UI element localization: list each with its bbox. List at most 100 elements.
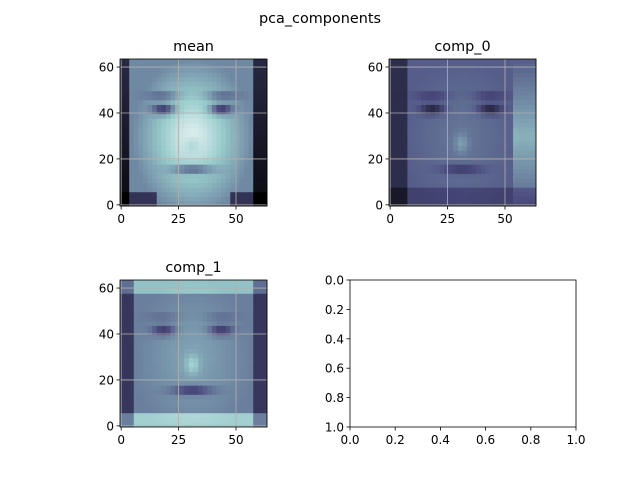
heatmap-cell <box>170 293 176 299</box>
heatmap-cell <box>531 169 537 175</box>
heatmap-cell <box>476 187 482 193</box>
heatmap-cell <box>244 289 250 295</box>
heatmap-cell <box>147 91 153 97</box>
heatmap-cell <box>221 394 227 400</box>
heatmap-cell <box>124 178 130 184</box>
heatmap-cell <box>120 344 125 350</box>
heatmap-cell <box>425 77 431 83</box>
heatmap-cell <box>257 298 263 304</box>
heatmap-cell <box>248 86 254 92</box>
heatmap-cell <box>239 114 245 120</box>
heatmap-cell <box>133 335 139 341</box>
heatmap-cell <box>262 339 268 345</box>
heatmap-cell <box>234 321 240 327</box>
heatmap-cell <box>416 104 422 110</box>
heatmap-cell <box>193 404 199 410</box>
heatmap-cell <box>142 289 148 295</box>
heatmap-cell <box>193 362 199 368</box>
heatmap-cell <box>216 187 222 193</box>
heatmap-cell <box>262 325 268 331</box>
heatmap-cell <box>161 196 167 202</box>
heatmap-cell <box>262 187 268 193</box>
heatmap-cell <box>494 173 500 179</box>
heatmap-cell <box>253 123 259 129</box>
heatmap-cell <box>234 164 240 170</box>
heatmap-cell <box>230 325 236 331</box>
heatmap-cell <box>138 289 144 295</box>
heatmap-cell <box>156 196 162 202</box>
heatmap-cell <box>503 123 509 129</box>
heatmap-cell <box>211 381 217 387</box>
heatmap-cell <box>430 63 436 69</box>
heatmap-cell <box>471 201 477 207</box>
heatmap-cell <box>262 72 268 78</box>
heatmap-cell <box>503 155 509 161</box>
heatmap-cell <box>253 132 259 138</box>
heatmap-cell <box>198 59 204 64</box>
heatmap-cell <box>198 298 204 304</box>
heatmap-cell <box>485 95 491 101</box>
heatmap-cell <box>216 95 222 101</box>
heatmap-cell <box>184 86 190 92</box>
heatmap-cell <box>129 196 135 202</box>
heatmap-cell <box>198 362 204 368</box>
heatmap-cell <box>234 358 240 364</box>
heatmap-cell <box>407 164 413 170</box>
heatmap-cell <box>389 118 394 124</box>
heatmap-cell <box>467 196 473 202</box>
heatmap-cell <box>198 109 204 115</box>
heatmap-cell <box>393 123 399 129</box>
heatmap-cell <box>393 95 399 101</box>
heatmap-cell <box>253 371 259 377</box>
heatmap-cell <box>198 164 204 170</box>
heatmap-cell <box>211 344 217 350</box>
heatmap-cell <box>161 178 167 184</box>
heatmap-cell <box>152 404 158 410</box>
heatmap-cell <box>257 109 263 115</box>
heatmap-cell <box>129 371 135 377</box>
heatmap-cell <box>188 150 194 156</box>
heatmap-cell <box>434 91 440 97</box>
heatmap-cell <box>198 417 204 423</box>
heatmap-cell <box>430 196 436 202</box>
heatmap-cell <box>234 59 240 64</box>
heatmap-cell <box>207 137 213 143</box>
heatmap-cell <box>216 86 222 92</box>
heatmap-cell <box>234 293 240 299</box>
heatmap-cell <box>490 150 496 156</box>
heatmap-cell <box>421 123 427 129</box>
heatmap-cell <box>471 118 477 124</box>
heatmap-cell <box>430 91 436 97</box>
heatmap-cell <box>188 316 194 322</box>
heatmap-cell <box>531 86 537 92</box>
heatmap-cell <box>184 160 190 166</box>
heatmap-cell <box>467 192 473 198</box>
heatmap-cell <box>124 385 130 391</box>
heatmap-cell <box>480 132 486 138</box>
heatmap-cell <box>161 298 167 304</box>
heatmap-cell <box>221 164 227 170</box>
heatmap-cell <box>485 178 491 184</box>
heatmap-cell <box>161 91 167 97</box>
heatmap-cell <box>508 169 514 175</box>
heatmap-cell <box>457 63 463 69</box>
heatmap-cell <box>485 146 491 152</box>
heatmap-cell <box>513 127 519 133</box>
heatmap-cell <box>430 123 436 129</box>
heatmap-cell <box>503 72 509 78</box>
heatmap-cell <box>138 413 144 419</box>
heatmap-cell <box>248 169 254 175</box>
heatmap-cell <box>202 91 208 97</box>
heatmap-cell <box>138 302 144 308</box>
heatmap-cell <box>393 196 399 202</box>
heatmap-cell <box>161 187 167 193</box>
heatmap-cell <box>522 81 528 87</box>
heatmap-cell <box>490 169 496 175</box>
heatmap-cell <box>225 399 231 405</box>
heatmap-cell <box>211 394 217 400</box>
heatmap-cell <box>402 201 408 207</box>
heatmap-cell <box>175 362 181 368</box>
heatmap-cell <box>257 183 263 189</box>
heatmap-cell <box>253 160 259 166</box>
heatmap-cell <box>434 72 440 78</box>
